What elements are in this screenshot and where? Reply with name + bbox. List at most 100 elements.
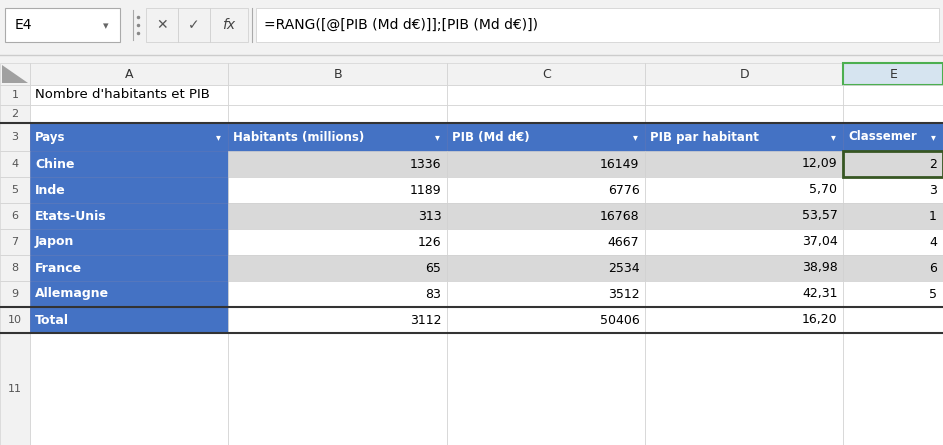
Bar	[0, 0, 943, 55]
Text: 16149: 16149	[600, 158, 639, 170]
Bar	[447, 333, 645, 445]
Bar	[447, 151, 645, 177]
Bar	[30, 123, 228, 151]
Text: E4: E4	[15, 18, 32, 32]
Bar	[645, 105, 843, 123]
Text: Habitants (millions): Habitants (millions)	[233, 130, 364, 143]
Text: PIB par habitant: PIB par habitant	[651, 130, 759, 143]
Text: 6776: 6776	[607, 183, 639, 197]
Text: Total: Total	[35, 313, 69, 327]
Text: Classemer: Classemer	[849, 130, 918, 143]
Bar	[645, 307, 843, 333]
Text: 50406: 50406	[600, 313, 639, 327]
Bar	[0, 63, 30, 85]
Text: 6: 6	[11, 211, 19, 221]
Text: B: B	[334, 68, 342, 81]
Text: ✕: ✕	[157, 18, 168, 32]
Text: ▾: ▾	[216, 132, 221, 142]
Text: Nombre d'habitants et PIB: Nombre d'habitants et PIB	[35, 89, 210, 101]
Text: 3512: 3512	[608, 287, 639, 300]
Text: 1: 1	[929, 210, 937, 222]
Bar	[843, 229, 943, 255]
Text: 38,98: 38,98	[802, 262, 837, 275]
Bar	[228, 281, 447, 307]
Text: 3112: 3112	[410, 313, 441, 327]
Bar	[843, 177, 943, 203]
Text: 4667: 4667	[608, 235, 639, 248]
Bar	[228, 307, 447, 333]
Text: 1189: 1189	[410, 183, 441, 197]
Bar	[210, 8, 248, 42]
Bar	[843, 255, 943, 281]
Text: Allemagne: Allemagne	[35, 287, 109, 300]
Bar	[0, 203, 30, 229]
Bar	[843, 123, 943, 151]
Bar	[228, 203, 447, 229]
Text: 1336: 1336	[410, 158, 441, 170]
Bar	[30, 229, 228, 255]
Bar	[228, 105, 447, 123]
Bar	[645, 85, 843, 105]
Bar	[447, 229, 645, 255]
Text: 9: 9	[11, 289, 19, 299]
Text: A: A	[124, 68, 133, 81]
Bar	[645, 63, 843, 85]
Text: 5,70: 5,70	[809, 183, 837, 197]
Text: 4: 4	[11, 159, 19, 169]
Bar	[0, 333, 30, 445]
Text: 126: 126	[418, 235, 441, 248]
Bar	[645, 151, 843, 177]
Text: ▾: ▾	[931, 132, 935, 142]
Text: 7: 7	[11, 237, 19, 247]
Text: 5: 5	[929, 287, 937, 300]
Bar	[0, 229, 30, 255]
Text: PIB (Md d€): PIB (Md d€)	[453, 130, 530, 143]
Text: Pays: Pays	[35, 130, 65, 143]
Text: 65: 65	[425, 262, 441, 275]
Bar	[645, 281, 843, 307]
Text: ✓: ✓	[189, 18, 200, 32]
Bar	[30, 85, 228, 105]
Bar	[5, 8, 120, 42]
Bar	[447, 63, 645, 85]
Bar	[843, 281, 943, 307]
Bar	[447, 177, 645, 203]
Bar	[228, 151, 447, 177]
Text: ▾: ▾	[103, 21, 108, 31]
Bar	[645, 203, 843, 229]
Bar	[0, 281, 30, 307]
Bar	[645, 255, 843, 281]
Bar	[843, 333, 943, 445]
Text: 5: 5	[11, 185, 19, 195]
Text: Chine: Chine	[35, 158, 74, 170]
Text: 11: 11	[8, 384, 22, 394]
Text: 53,57: 53,57	[802, 210, 837, 222]
Bar	[228, 229, 447, 255]
Text: ▾: ▾	[633, 132, 637, 142]
Text: Etats-Unis: Etats-Unis	[35, 210, 107, 222]
Text: 16,20: 16,20	[802, 313, 837, 327]
Bar	[0, 177, 30, 203]
Text: 3: 3	[11, 132, 19, 142]
Bar	[843, 203, 943, 229]
Bar	[146, 8, 178, 42]
Text: 16768: 16768	[600, 210, 639, 222]
Bar	[30, 203, 228, 229]
Bar	[0, 55, 943, 63]
Bar	[645, 177, 843, 203]
Text: France: France	[35, 262, 82, 275]
Text: 37,04: 37,04	[802, 235, 837, 248]
Bar	[228, 123, 447, 151]
Text: ▾: ▾	[435, 132, 439, 142]
Bar	[447, 307, 645, 333]
Bar	[447, 123, 645, 151]
Bar	[447, 203, 645, 229]
Bar	[645, 229, 843, 255]
Bar	[228, 333, 447, 445]
Bar	[30, 105, 228, 123]
Bar	[30, 177, 228, 203]
Bar	[30, 333, 228, 445]
Bar	[0, 307, 30, 333]
Text: E: E	[889, 68, 897, 81]
Bar	[645, 333, 843, 445]
